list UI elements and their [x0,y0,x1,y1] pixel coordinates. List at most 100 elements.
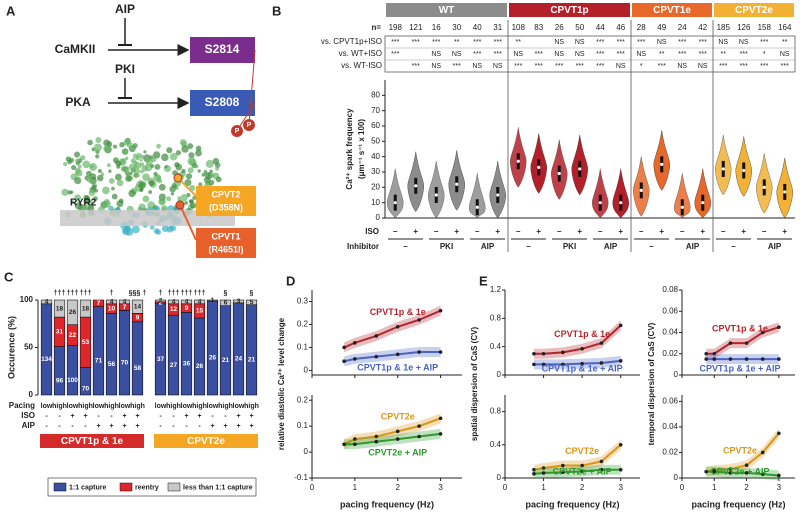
x-tick-label: 0 [310,483,315,492]
sig-label: *** [555,63,563,70]
data-point [744,357,749,361]
inhibitor-label: PKI [440,242,453,251]
data-point [342,442,346,447]
violin [387,168,404,219]
group-box [154,434,258,448]
row-value: + [135,423,139,430]
row-value: high [218,403,233,410]
n-value: 164 [778,23,792,32]
data-point [744,463,749,468]
row-value: + [83,413,87,420]
bar-value: 5 [250,299,254,306]
protein-blob [181,168,186,174]
protein-blob [180,194,188,202]
mutation-site [175,200,185,210]
n-value: 108 [512,23,526,32]
iso-label: – [557,227,562,236]
sig-label: *** [617,39,625,46]
protein-blob [143,150,147,154]
sig-label: *** [494,39,502,46]
protein-blob [209,169,213,174]
protein-blob [145,158,153,166]
protein-blob [142,195,150,203]
data-point [417,434,421,439]
sig-label: NS [554,39,564,46]
protein-blob [80,155,86,161]
series-line [343,309,441,349]
bar-segment [40,303,53,396]
data-point [599,361,604,365]
sig-label: ** [782,39,788,46]
inhibitor: AIP [115,2,135,16]
median-dot [598,201,602,205]
sig-label: *** [412,39,420,46]
sig-label: *** [740,63,748,70]
protein-blob [154,164,161,170]
protein-blob [122,227,131,236]
data-point [541,351,546,356]
bar-segment [40,299,53,305]
x-axis-label: pacing frequency (Hz) [691,499,785,509]
sig-label: *** [781,63,789,70]
protein-blob [169,152,178,161]
bar-segment [193,299,206,305]
row-value: + [236,423,240,430]
median-dot [393,201,397,205]
n-value: 50 [575,23,584,32]
n-value: 16 [432,23,441,32]
row-value: - [71,423,74,430]
significance-mark: § [224,290,228,297]
sig-label: *** [658,63,666,70]
kinase: CaMKII [55,42,96,56]
data-point [777,325,781,329]
data-point [532,467,536,472]
row-value: - [84,423,87,430]
mutation-box [196,186,256,216]
bar-segment [206,300,219,396]
mutation-site-label: (D358N) [209,202,243,212]
row-value: low [181,403,193,410]
protein-blob [175,186,179,190]
bar-count: 36 [183,360,191,367]
row-value: + [109,423,113,430]
bar-segment [180,299,193,305]
iso-label: + [536,227,541,236]
protein-blob [171,183,177,189]
bar-segment [92,299,105,307]
data-point [704,357,709,361]
series-label: CPVT1p & 1e + AIP [542,363,623,373]
kinase: PKA [65,95,91,109]
sig-label: *** [391,51,399,58]
row-value: - [97,413,100,420]
protein-blob [88,189,96,197]
sig-label: *** [494,51,502,58]
panel-letter: E [479,273,488,288]
row-value: + [96,423,100,430]
protein-blob [153,171,158,176]
y-tick-label: 50 [371,136,380,145]
protein-blob [103,139,110,147]
protein-blob [170,192,175,196]
sig-label: NS [677,63,687,70]
row-value: + [249,423,253,430]
y-tick-label: 1.2 [490,285,502,294]
row-value: + [236,413,240,420]
protein-blob [166,196,172,202]
data-point [561,362,565,367]
confidence-band [533,355,621,370]
protein-blob [161,153,169,162]
n-value: 185 [717,23,731,32]
legend-box [47,477,257,497]
sig-label: NS [493,63,503,70]
row-value: - [224,413,227,420]
bar-value: 4 [110,299,114,306]
bar-value: 6 [224,300,228,307]
y-tick-label: 0.1 [297,421,309,430]
series-label: CPVT1p & 1e + AIP [700,363,781,373]
y-tick-label: 0.04 [662,422,678,431]
data-point [777,431,781,436]
bar-value: 26 [69,309,77,316]
bar-count: 37 [157,356,165,363]
bar-segment [232,302,245,396]
